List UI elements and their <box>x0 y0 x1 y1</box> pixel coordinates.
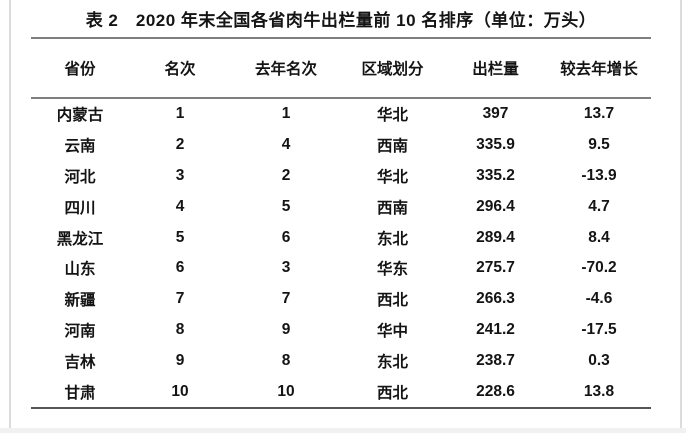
table-cell: 华中 <box>376 322 408 340</box>
table-cell: 4 <box>175 197 185 215</box>
table-body: 内蒙古 1 1 华北 397 13.7 云南 2 4 西南 335.9 9.5 河北 3 2 华北 335.2-… <box>31 98 651 408</box>
table-cell: 8 <box>281 351 291 369</box>
table-cell: 335.9 <box>476 136 515 154</box>
table-row: 新疆 7 7 西北 266.3 -4.6 <box>31 284 651 315</box>
table-row: 云南 2 4 西南 335.9 9.5 <box>31 130 651 161</box>
table-cell: 新疆 <box>64 292 96 310</box>
table-cell: 5 <box>175 228 185 246</box>
ranking-table: 省份 名次 去年名次 区域划分 出栏量 较去年增长 内蒙古 1 1 华北 397 13.7… <box>31 39 651 409</box>
table-cell: 9.5 <box>588 136 610 154</box>
table-cell: 云南 <box>64 138 96 156</box>
table-row: 黑龙江 5 6 东北 289.4 8.4 <box>31 222 651 253</box>
table-cell: 东北 <box>376 353 408 371</box>
table-cell: 228.6 <box>476 382 515 400</box>
table-cell: 4 <box>281 136 291 154</box>
table-cell: 2 <box>175 136 185 154</box>
table-row: 山东 6 3 华东 275.7 -70.2 <box>31 253 651 284</box>
table-row: 河南 8 9 华中 241.2 -17.5 <box>31 315 651 346</box>
table-header-row: 省份 名次 去年名次 区域划分 出栏量 较去年增长 <box>31 39 651 99</box>
table-row: 内蒙古 1 1 华北 397 13.7 <box>31 98 651 130</box>
table-cell: 河北 <box>64 168 96 186</box>
table-cell: 7 <box>175 290 185 308</box>
table-cell: 甘肃 <box>64 384 96 402</box>
page-edge-left <box>9 0 11 428</box>
table-cell: 内蒙古 <box>56 107 104 125</box>
document-table: 表 2 2020 年末全国各省肉牛出栏量前 10 名排序（单位：万头） 省份 名… <box>31 0 651 409</box>
table-cell: 8.4 <box>588 228 610 246</box>
table-cell: 10 <box>277 382 295 400</box>
table-cell: 275.7 <box>476 259 515 277</box>
table-cell: 13.7 <box>583 105 615 123</box>
table-cell: 西北 <box>376 292 408 310</box>
table-cell: 华北 <box>376 107 408 125</box>
table-row: 四川 4 5 西南 296.4 4.7 <box>31 191 651 222</box>
table-cell: 10 <box>171 382 189 400</box>
table-cell: -70.2 <box>581 259 617 277</box>
table-row: 河北 3 2 华北 335.2 -13.9 <box>31 161 651 192</box>
table-cell: 黑龙江 <box>56 230 104 248</box>
table-cell: 9 <box>281 320 291 338</box>
column-header-rank: 名次 <box>129 39 231 99</box>
table-cell: 7 <box>281 290 291 308</box>
table-cell: 397 <box>482 105 509 123</box>
table-cell: 4.7 <box>588 197 610 215</box>
table-cell: 241.2 <box>476 320 515 338</box>
column-header-growth: 较去年增长 <box>547 39 651 99</box>
table-cell: 3 <box>175 166 185 184</box>
table-cell: 5 <box>281 197 291 215</box>
table-cell: 2 <box>281 166 291 184</box>
table-cell: 西北 <box>376 384 408 402</box>
table-cell: -13.9 <box>581 166 617 184</box>
column-header-province: 省份 <box>31 39 129 99</box>
page-bottom-edge <box>0 428 686 433</box>
table-cell: 吉林 <box>64 353 96 371</box>
table-cell: 西南 <box>376 138 408 156</box>
table-cell: 289.4 <box>476 228 515 246</box>
column-header-output: 出栏量 <box>444 39 547 99</box>
column-header-lastyear-rank: 去年名次 <box>231 39 341 99</box>
column-header-region: 区域划分 <box>341 39 444 99</box>
table-cell: 3 <box>281 259 291 277</box>
table-cell: 6 <box>175 259 185 277</box>
table-cell: -17.5 <box>581 320 617 338</box>
table-row: 甘肃 10 10 西北 228.6 13.8 <box>31 376 651 408</box>
table-cell: 9 <box>175 351 185 369</box>
table-cell: 0.3 <box>588 351 610 369</box>
table-cell: 335.2 <box>476 166 515 184</box>
table-cell: 河南 <box>64 322 96 340</box>
table-cell: 266.3 <box>476 290 515 308</box>
table-row: 吉林 9 8 东北 238.7 0.3 <box>31 345 651 376</box>
table-cell: 四川 <box>64 199 96 217</box>
table-cell: 296.4 <box>476 197 515 215</box>
table-cell: 238.7 <box>476 351 515 369</box>
table-cell: -4.6 <box>585 290 613 308</box>
table-cell: 1 <box>175 105 185 123</box>
table-cell: 东北 <box>376 230 408 248</box>
table-cell: 6 <box>281 228 291 246</box>
table-caption: 表 2 2020 年末全国各省肉牛出栏量前 10 名排序（单位：万头） <box>31 0 651 39</box>
table-cell: 西南 <box>376 199 408 217</box>
table-cell: 8 <box>175 320 185 338</box>
table-cell: 华北 <box>376 168 408 186</box>
table-cell: 山东 <box>64 261 96 279</box>
table-cell: 华东 <box>376 261 408 279</box>
page-edge-right <box>680 0 682 428</box>
table-cell: 13.8 <box>583 382 615 400</box>
table-cell: 1 <box>281 105 291 123</box>
